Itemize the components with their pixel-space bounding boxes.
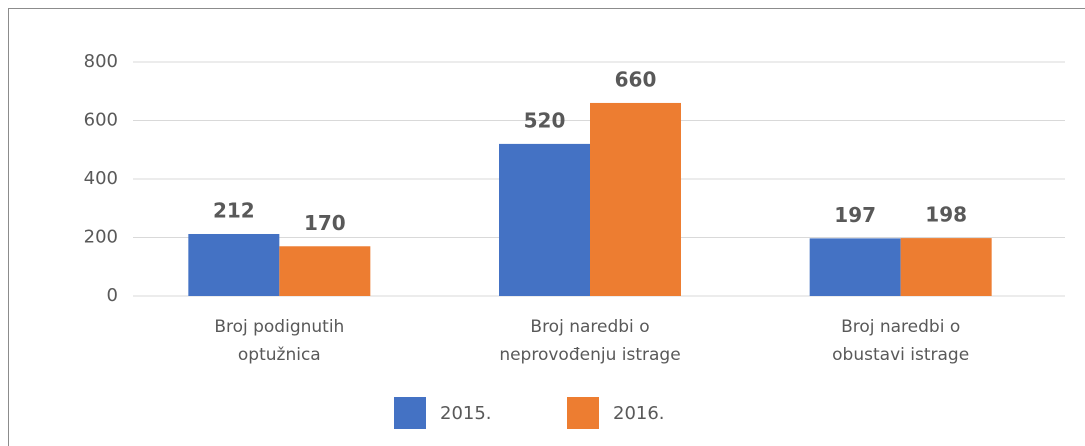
x-tick-label-line: Broj podignutih [214, 317, 344, 337]
data-label: 198 [925, 203, 967, 227]
y-tick-label: 400 [84, 168, 118, 189]
x-tick-label-line: optužnica [238, 345, 321, 365]
chart-frame [8, 8, 1085, 446]
x-tick-label: Broj naredbi o obustavi istrage [832, 317, 969, 365]
bar [900, 238, 992, 296]
x-tick-label: Broj podignutih optužnica [214, 317, 344, 365]
y-tick-label: 600 [84, 110, 118, 131]
y-tick-label: 0 [107, 285, 118, 306]
legend-label: 2015. [440, 403, 492, 424]
x-tick-label-line: obustavi istrage [832, 345, 969, 365]
legend-label: 2016. [613, 403, 665, 424]
bar [188, 233, 280, 296]
x-tick-label-line: Broj naredbi o [530, 317, 649, 337]
x-tick-label: Broj naredbi o neprovođenju istrage [499, 317, 680, 365]
legend-swatch [394, 397, 426, 429]
data-label: 212 [213, 198, 255, 222]
bar [499, 143, 590, 296]
legend-swatch [567, 397, 599, 429]
x-tick-label-line: Broj naredbi o [841, 317, 960, 337]
bar [590, 102, 681, 296]
bar [279, 246, 371, 296]
y-tick-label: 200 [84, 227, 118, 248]
data-label: 170 [304, 211, 346, 235]
bar [809, 238, 901, 296]
data-label: 197 [834, 203, 876, 227]
y-tick-label: 800 [84, 51, 118, 72]
data-label: 660 [615, 67, 657, 91]
data-label: 520 [524, 108, 566, 132]
x-tick-label-line: neprovođenju istrage [499, 345, 680, 365]
